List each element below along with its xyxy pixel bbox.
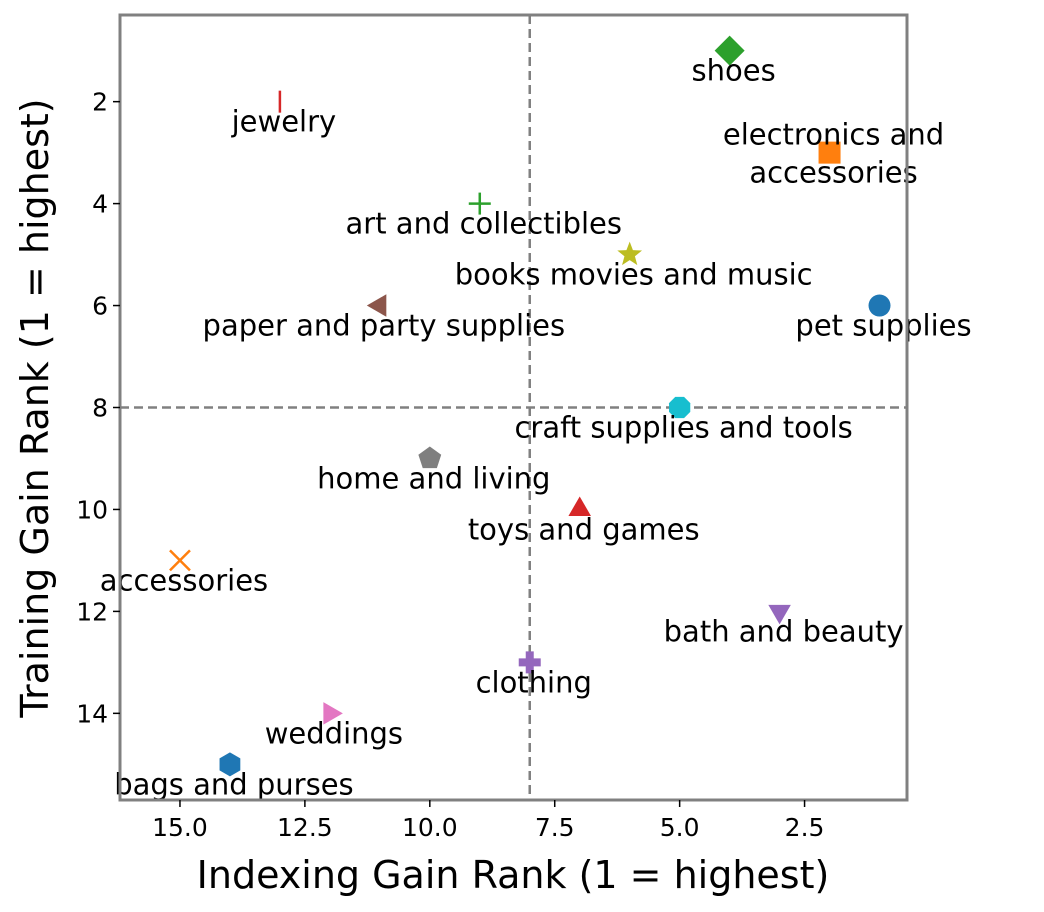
- y-tick-label: 12: [76, 597, 108, 626]
- point-label-bags-and-purses: bags and purses: [114, 767, 353, 801]
- x-tick-label: 5.0: [660, 813, 700, 842]
- point-clothing: [518, 651, 541, 674]
- y-tick-label: 8: [92, 394, 108, 423]
- x-tick-label: 12.5: [277, 813, 333, 842]
- y-axis-title: Training Gain Rank (1 = highest): [13, 98, 57, 718]
- point-art-and-collectibles: [468, 192, 491, 215]
- x-tick-label: 2.5: [785, 813, 825, 842]
- point-label-bath-and-beauty: bath and beauty: [664, 614, 904, 648]
- point-label-toys-and-games: toys and games: [468, 512, 700, 546]
- point-label-home-and-living: home and living: [317, 461, 550, 495]
- point-weddings: [323, 702, 343, 725]
- point-pet-supplies: [868, 294, 891, 317]
- point-label-accessories: accessories: [100, 563, 268, 597]
- reference-lines: [120, 15, 907, 800]
- point-paper-and-party-supplies: [366, 294, 387, 317]
- y-tick-label: 2: [92, 88, 108, 117]
- point-label-books-movies-and-music: books movies and music: [455, 258, 813, 292]
- y-axis-ticks: 2 4 6 8 10 12 14: [76, 88, 120, 728]
- point-bath-and-beauty: [768, 604, 791, 625]
- y-tick-label: 10: [76, 495, 108, 524]
- point-label-pet-supplies: pet supplies: [795, 309, 971, 343]
- data-points: [169, 35, 891, 777]
- point-accessories: [169, 549, 191, 572]
- point-books-movies-and-music: [617, 241, 643, 266]
- point-home-and-living: [418, 446, 442, 469]
- point-label-art-and-collectibles: art and collectibles: [346, 207, 623, 241]
- point-bags-and-purses: [219, 752, 241, 777]
- y-tick-label: 6: [92, 292, 108, 321]
- point-label-jewelry: jewelry: [231, 105, 337, 139]
- point-label-weddings: weddings: [265, 716, 403, 750]
- x-tick-label: 15.0: [152, 813, 208, 842]
- point-shoes: [714, 35, 745, 66]
- point-label-craft-supplies-and-tools: craft supplies and tools: [514, 411, 852, 445]
- point-electronics-and-accessories: [818, 141, 841, 164]
- x-tick-label: 7.5: [535, 813, 575, 842]
- x-axis-ticks: 15.0 12.5 10.0 7.5 5.0 2.5: [152, 800, 824, 842]
- point-label-shoes: shoes: [692, 54, 776, 88]
- x-tick-label: 10.0: [402, 813, 458, 842]
- point-label-clothing: clothing: [476, 665, 592, 699]
- y-tick-label: 14: [76, 699, 108, 728]
- x-axis-title: Indexing Gain Rank (1 = highest): [197, 853, 830, 897]
- point-toys-and-games: [568, 496, 591, 516]
- point-label-paper-and-party-supplies: paper and party supplies: [203, 309, 566, 343]
- y-tick-label: 4: [92, 190, 108, 219]
- point-craft-supplies-and-tools: [669, 396, 691, 419]
